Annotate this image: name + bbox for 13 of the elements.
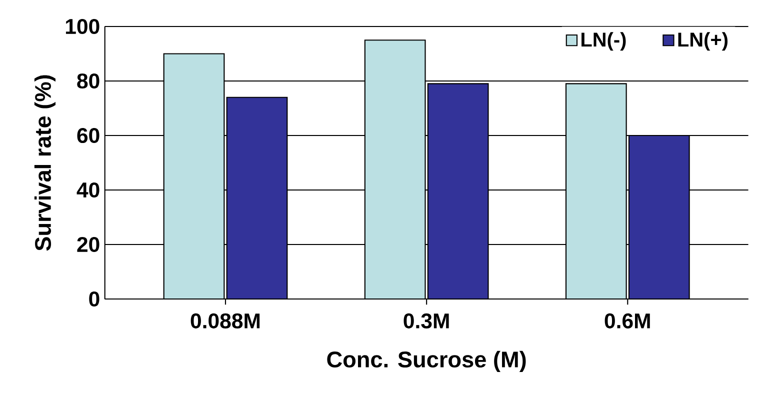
x-tick-label: 0.6M	[604, 313, 650, 328]
y-tick-label: 80	[77, 73, 100, 88]
y-tick-label: 60	[77, 128, 100, 143]
y-tick-label: 40	[76, 182, 100, 198]
y-tick-label: 0	[89, 291, 100, 307]
legend-label: LN(-)	[582, 32, 626, 51]
legend-label: LN(+)	[678, 32, 728, 51]
y-tick-label: 20	[77, 236, 100, 252]
x-tick-label: 0.3M	[404, 313, 449, 328]
x-axis-title: Conc. Sucrose (M)	[327, 350, 526, 372]
y-axis-title: Survival rate (%)	[34, 75, 56, 251]
x-tick-label: 0.088M	[190, 313, 260, 328]
y-tick-label: 100	[66, 18, 100, 34]
